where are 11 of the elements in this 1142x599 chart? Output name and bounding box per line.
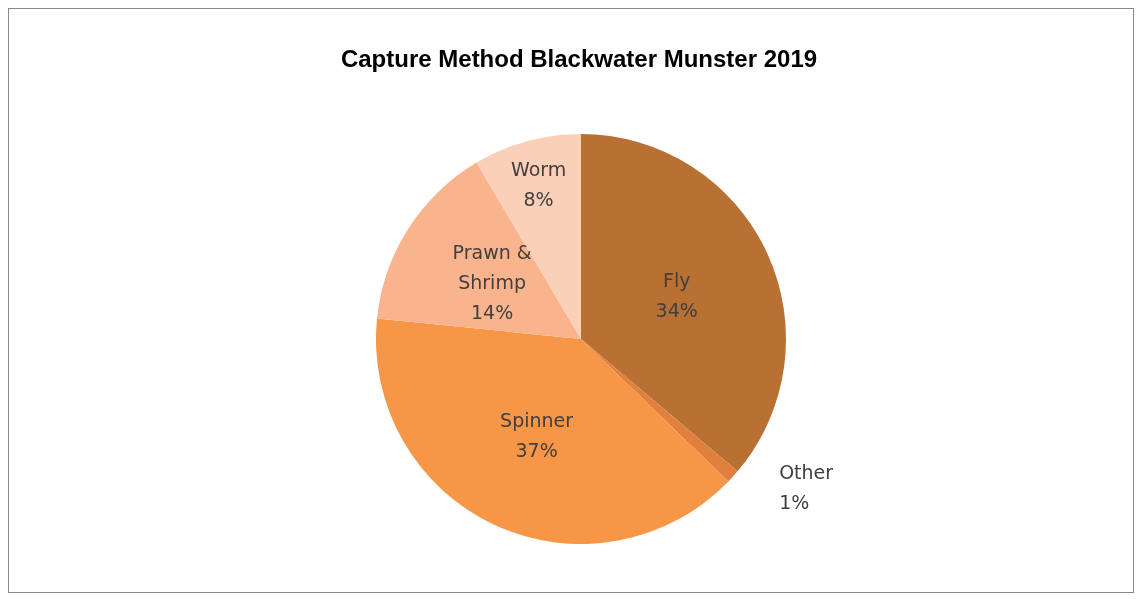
data-label: 14%: [470, 301, 514, 324]
slice-label: Prawn & Shrimp: [452, 241, 532, 294]
data-label: 1%: [779, 490, 810, 513]
chart-title: Capture Method Blackwater Munster 2019: [340, 44, 818, 72]
data-label: 37%: [515, 438, 558, 461]
slice-label: Other: [779, 460, 834, 483]
slice-label: Fly: [662, 268, 691, 291]
slice-label: Spinner: [500, 408, 574, 431]
data-label: 34%: [655, 298, 698, 321]
slice-label: Worm: [510, 158, 567, 181]
data-label: 8%: [523, 188, 554, 211]
